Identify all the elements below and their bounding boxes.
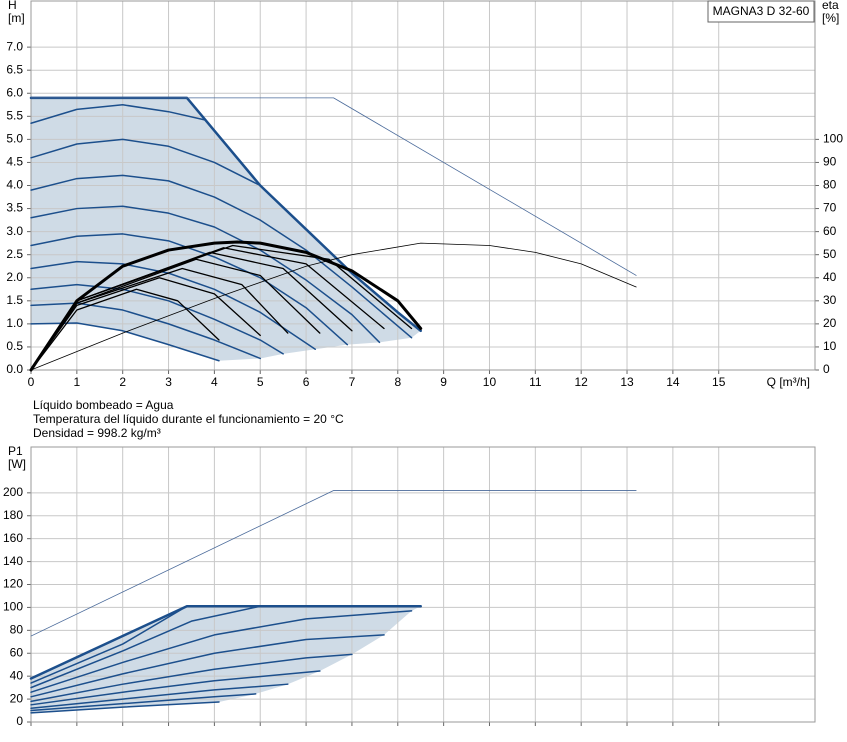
y-tick-label: 0.0: [6, 362, 23, 376]
x-tick-label: 0: [28, 375, 35, 389]
x-tick-label: 3: [165, 375, 172, 389]
curve: [30, 302, 261, 360]
annotation: MAGNA3 D 32-60: [713, 4, 810, 18]
x-tick-label: 8: [394, 375, 401, 389]
x-tick-label: 6: [303, 375, 310, 389]
y-tick-label: 6.5: [6, 62, 23, 76]
y2-tick-label: 20: [823, 316, 837, 330]
plot-frame: [30, 446, 816, 723]
curve: [30, 288, 220, 371]
curve: [30, 605, 188, 684]
y2-tick-label: 10: [823, 339, 837, 353]
curve: [30, 683, 289, 709]
x-tick-label: 13: [620, 375, 634, 389]
y2-tick-label: 0: [823, 362, 830, 376]
curve: [30, 104, 206, 124]
x-tick-label: 10: [483, 375, 497, 389]
curve: [30, 205, 381, 344]
y-tick-label: 100: [3, 600, 23, 614]
y-tick-label: 80: [10, 623, 24, 637]
x-tick-label: 1: [74, 375, 81, 389]
x-tick-label: 9: [440, 375, 447, 389]
curve: [30, 670, 321, 706]
y-tick-label: 5.0: [6, 132, 23, 146]
curve: [30, 283, 284, 355]
y-tick-label: 3.0: [6, 224, 23, 238]
curve: [30, 605, 261, 689]
x-tick-label: 4: [211, 375, 218, 389]
curve: [30, 653, 353, 703]
y2-tick-label: 100: [823, 132, 843, 146]
curve: [30, 634, 385, 698]
y-axis-label: P1: [8, 444, 23, 458]
x-tick-label: 5: [257, 375, 264, 389]
y-tick-label: 2.5: [6, 247, 23, 261]
curve: [30, 610, 413, 693]
y-tick-label: 200: [3, 485, 23, 499]
y2-axis-unit: [%]: [822, 11, 839, 25]
curve: [30, 277, 261, 371]
y-tick-label: 0: [16, 714, 23, 728]
y-tick-label: 5.5: [6, 108, 23, 122]
curve: [30, 233, 349, 346]
y-tick-label: 1.5: [6, 293, 23, 307]
y-axis-unit: [W]: [8, 457, 26, 471]
y-tick-label: 60: [10, 645, 24, 659]
y-tick-label: 40: [10, 668, 24, 682]
y-tick-label: 160: [3, 531, 23, 545]
y2-tick-label: 60: [823, 224, 837, 238]
x-tick-label: 14: [666, 375, 680, 389]
curve: [30, 174, 413, 339]
operating-range: [31, 606, 421, 713]
plot-frame: [30, 0, 816, 371]
y-tick-label: 180: [3, 508, 23, 522]
y2-tick-label: 40: [823, 270, 837, 284]
y2-tick-label: 50: [823, 247, 837, 261]
y-tick-label: 0.5: [6, 339, 23, 353]
y-axis-unit: [m]: [8, 11, 25, 25]
note: Densidad = 998.2 kg/m³: [33, 426, 161, 440]
y-tick-label: 4.5: [6, 155, 23, 169]
y2-tick-label: 80: [823, 178, 837, 192]
x-tick-label: 12: [574, 375, 588, 389]
y-tick-label: 1.0: [6, 316, 23, 330]
curve: [30, 701, 220, 714]
x-tick-label: 7: [349, 375, 356, 389]
curve: [30, 138, 261, 187]
y-tick-label: 7.0: [6, 39, 23, 53]
y-tick-label: 3.5: [6, 201, 23, 215]
y2-tick-label: 30: [823, 293, 837, 307]
annotation-box: [707, 0, 815, 23]
y-tick-label: 4.0: [6, 178, 23, 192]
curve: [30, 693, 257, 712]
operating-range: [31, 97, 421, 361]
y-tick-label: 20: [10, 691, 24, 705]
x-tick-label: 15: [712, 375, 726, 389]
y-tick-label: 120: [3, 577, 23, 591]
curve: [30, 490, 637, 637]
x-tick-label: 11: [529, 375, 542, 389]
note: Temperatura del líquido durante el funci…: [33, 412, 344, 426]
y-tick-label: 6.0: [6, 85, 23, 99]
x-axis-label: Q [m³/h]: [767, 375, 810, 389]
curve: [30, 242, 637, 371]
curve: [30, 97, 637, 276]
y-axis-label: H: [8, 0, 17, 12]
y2-axis-label: eta: [822, 0, 839, 12]
y-tick-label: 140: [3, 554, 23, 568]
plot-layer: 0 1 2 3 4 5 6 7 8 9 10 11 12 13 14 150.00.51.01.52.02.5…: [3, 0, 843, 728]
note: Líquido bombeado = Agua: [33, 398, 174, 412]
x-tick-label: 2: [119, 375, 126, 389]
curve: [29, 240, 423, 372]
y-tick-label: 2.0: [6, 270, 23, 284]
y2-tick-label: 70: [823, 201, 837, 215]
y2-tick-label: 90: [823, 155, 837, 169]
